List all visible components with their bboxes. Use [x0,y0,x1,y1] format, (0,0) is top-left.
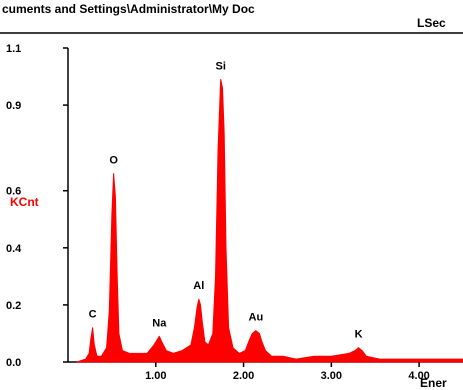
x-tick-group: 1.00 2.00 3.00 4.00 [145,362,430,382]
peak-label: Na [152,317,167,329]
x-tick-label: 4.00 [408,370,429,382]
file-name-fragment: LSec [417,16,446,30]
peak-label: O [109,155,118,167]
y-tick-label: 0.4 [6,243,22,255]
y-tick-label: 0.2 [6,300,21,312]
x-tick-label: 3.00 [321,370,342,382]
y-tick-label: 0.6 [6,186,21,198]
y-tick-group: 0.0 0.2 0.4 0.6 0.9 1.1 [6,43,68,369]
y-tick-label: 0.0 [6,357,21,369]
peak-label-group: C O Na Al Si Au K [89,60,363,340]
spectrum-series [76,78,463,363]
peak-label: Al [193,280,204,292]
peak-label: C [89,309,97,321]
x-axis-label: Ener [420,376,447,390]
x-tick-label: 2.00 [233,370,254,382]
x-tick-label: 1.00 [145,370,166,382]
peak-label: Si [216,60,226,72]
file-path-header: cuments and Settings\Administrator\My Do… [2,2,255,16]
y-tick-label: 1.1 [6,43,21,55]
y-axis-label: KCnt [10,195,39,209]
peak-label: Au [249,312,264,324]
peak-label: K [355,329,363,341]
y-tick-label: 0.9 [6,100,21,112]
